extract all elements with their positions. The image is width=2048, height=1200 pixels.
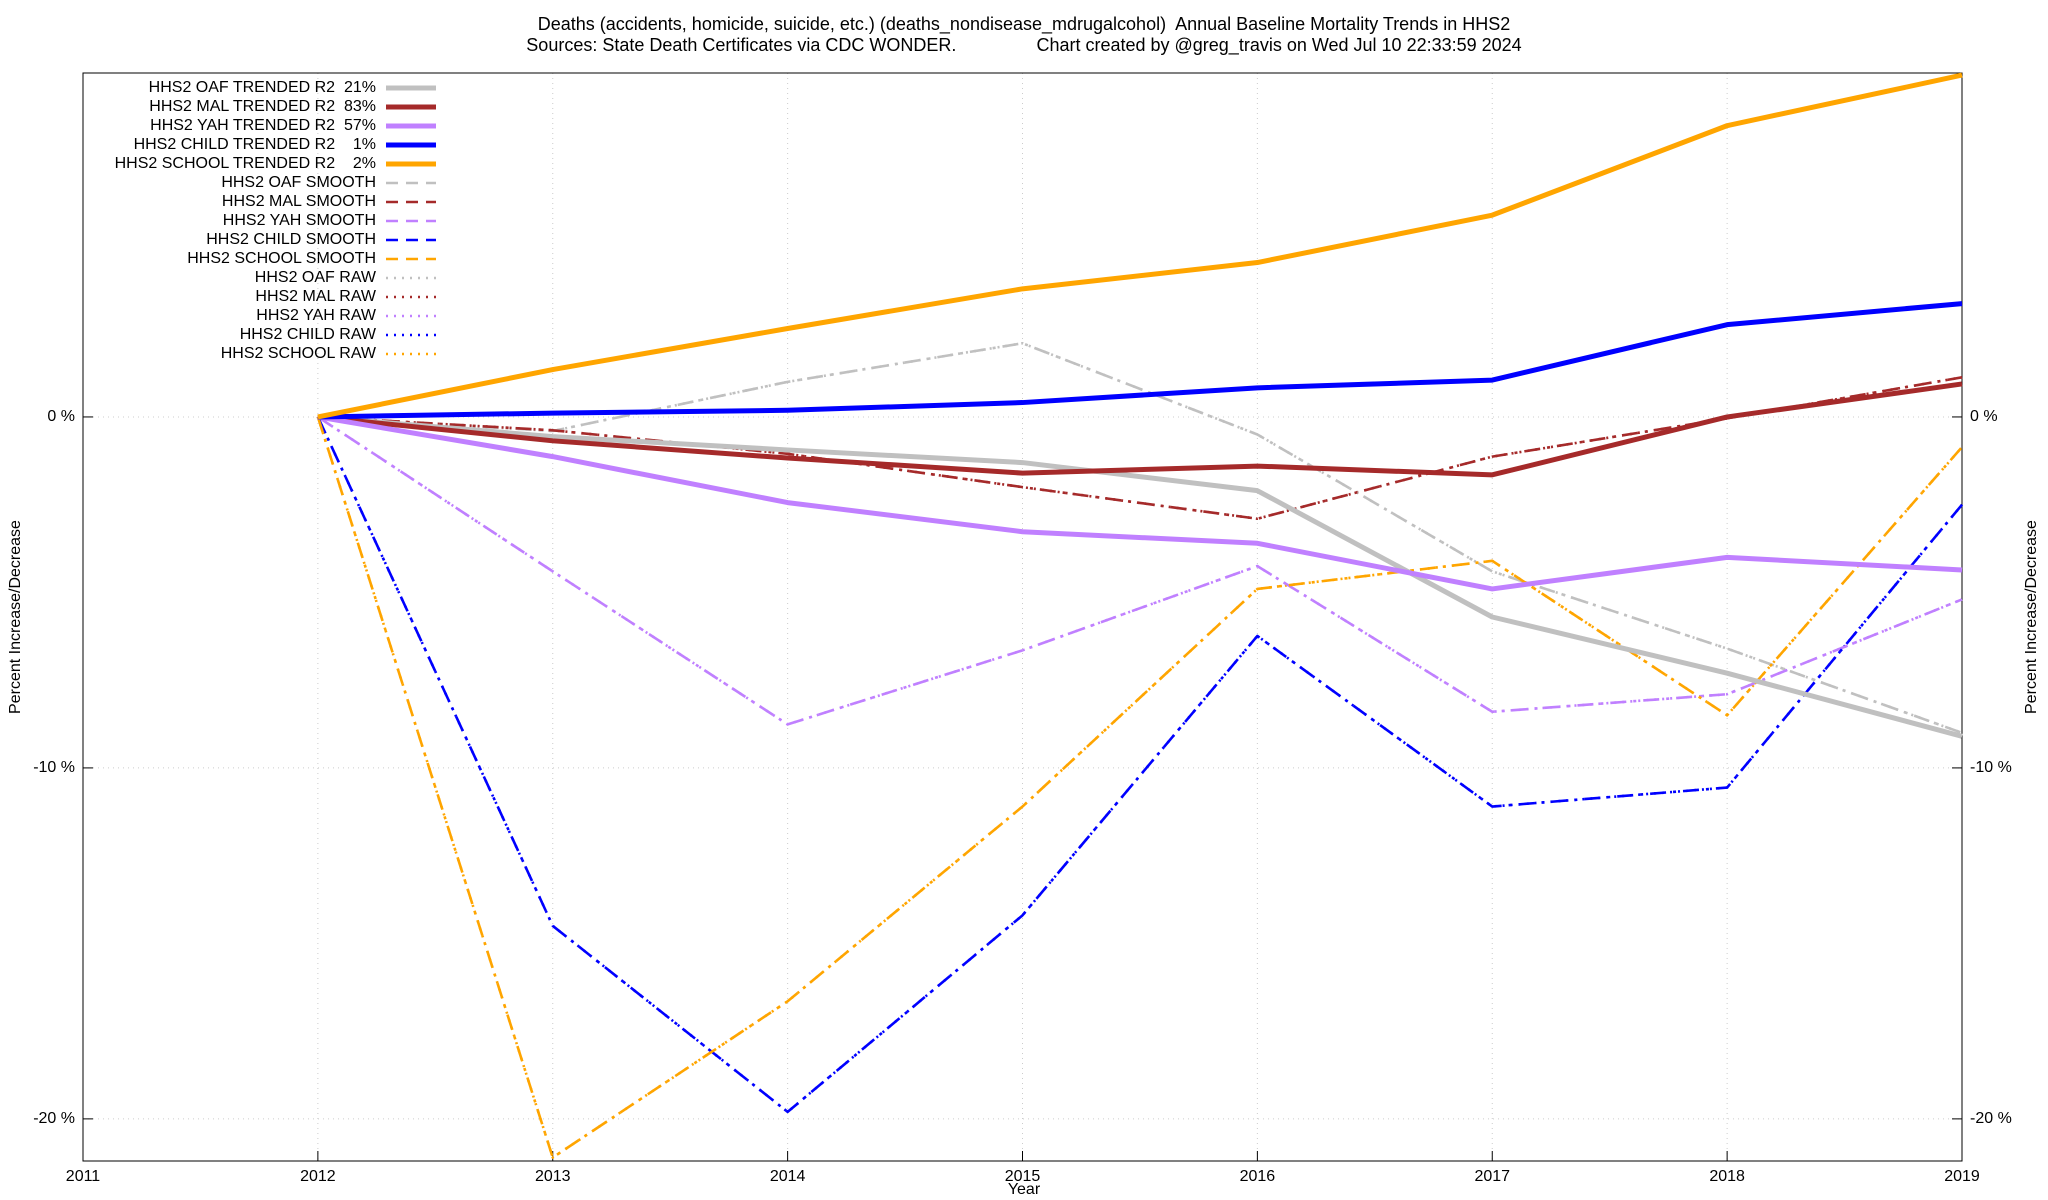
legend-label: HHS2 OAF RAW [255, 269, 377, 286]
series-line [317, 376, 1963, 521]
legend-label: HHS2 SCHOOL RAW [221, 345, 377, 362]
y-tick-label: -10 % [33, 759, 75, 776]
series-line [317, 72, 1963, 420]
series-line [316, 416, 1963, 1159]
y2-tick-label: 0 % [1970, 408, 1998, 425]
y-tick-label: 0 % [47, 408, 75, 425]
x-axis-label: Year [1008, 1181, 1041, 1198]
legend-label: HHS2 YAH SMOOTH [223, 212, 376, 229]
series-line [317, 381, 1963, 478]
legend-label: HHS2 YAH TRENDED R2 57% [150, 117, 376, 134]
x-tick-label: 2017 [1474, 1168, 1510, 1185]
legend-label: HHS2 YAH RAW [256, 307, 377, 324]
chart-subtitle: Sources: State Death Certificates via CD… [526, 35, 1521, 56]
y2-tick-label: -10 % [1970, 759, 2012, 776]
legend-label: HHS2 OAF SMOOTH [221, 174, 376, 191]
x-tick-label: 2011 [66, 1168, 101, 1185]
legend-label: HHS2 SCHOOL SMOOTH [187, 250, 376, 267]
x-tick-label: 2013 [535, 1168, 571, 1185]
series-line [317, 376, 1963, 521]
x-tick-label: 2018 [1709, 1168, 1745, 1185]
series-line [317, 415, 1963, 726]
x-tick-label: 2015 [1005, 1168, 1041, 1185]
series-line [317, 301, 1963, 420]
y-axis-label: Percent Increase/Decrease [7, 520, 24, 714]
legend-label: HHS2 MAL RAW [255, 288, 377, 305]
series-line [317, 415, 1963, 726]
chart-title: Deaths (accidents, homicide, suicide, et… [538, 14, 1511, 35]
x-tick-label: 2016 [1240, 1168, 1276, 1185]
series-line [316, 416, 1964, 1114]
legend-label: HHS2 CHILD TRENDED R2 1% [134, 136, 376, 153]
series-line [317, 414, 1963, 592]
x-tick-label: 2012 [300, 1168, 336, 1185]
legend-label: HHS2 MAL SMOOTH [222, 193, 376, 210]
x-tick-label: 2019 [1944, 1168, 1980, 1185]
y2-axis-label: Percent Increase/Decrease [2023, 520, 2040, 714]
legend-label: HHS2 CHILD SMOOTH [206, 231, 376, 248]
series-line [317, 341, 1963, 735]
y2-tick-label: -20 % [1970, 1110, 2012, 1127]
legend-label: HHS2 OAF TRENDED R2 21% [149, 79, 376, 96]
series-line [316, 416, 1963, 1159]
legend-label: HHS2 CHILD RAW [240, 326, 377, 343]
legend-label: HHS2 SCHOOL TRENDED R2 2% [115, 155, 376, 172]
legend-label: HHS2 MAL TRENDED R2 83% [149, 98, 376, 115]
plot-frame [82, 72, 1963, 1162]
y-tick-label: -20 % [33, 1110, 75, 1127]
series-line [316, 416, 1964, 1114]
series-line [317, 414, 1963, 739]
x-tick-label: 2014 [770, 1168, 806, 1185]
